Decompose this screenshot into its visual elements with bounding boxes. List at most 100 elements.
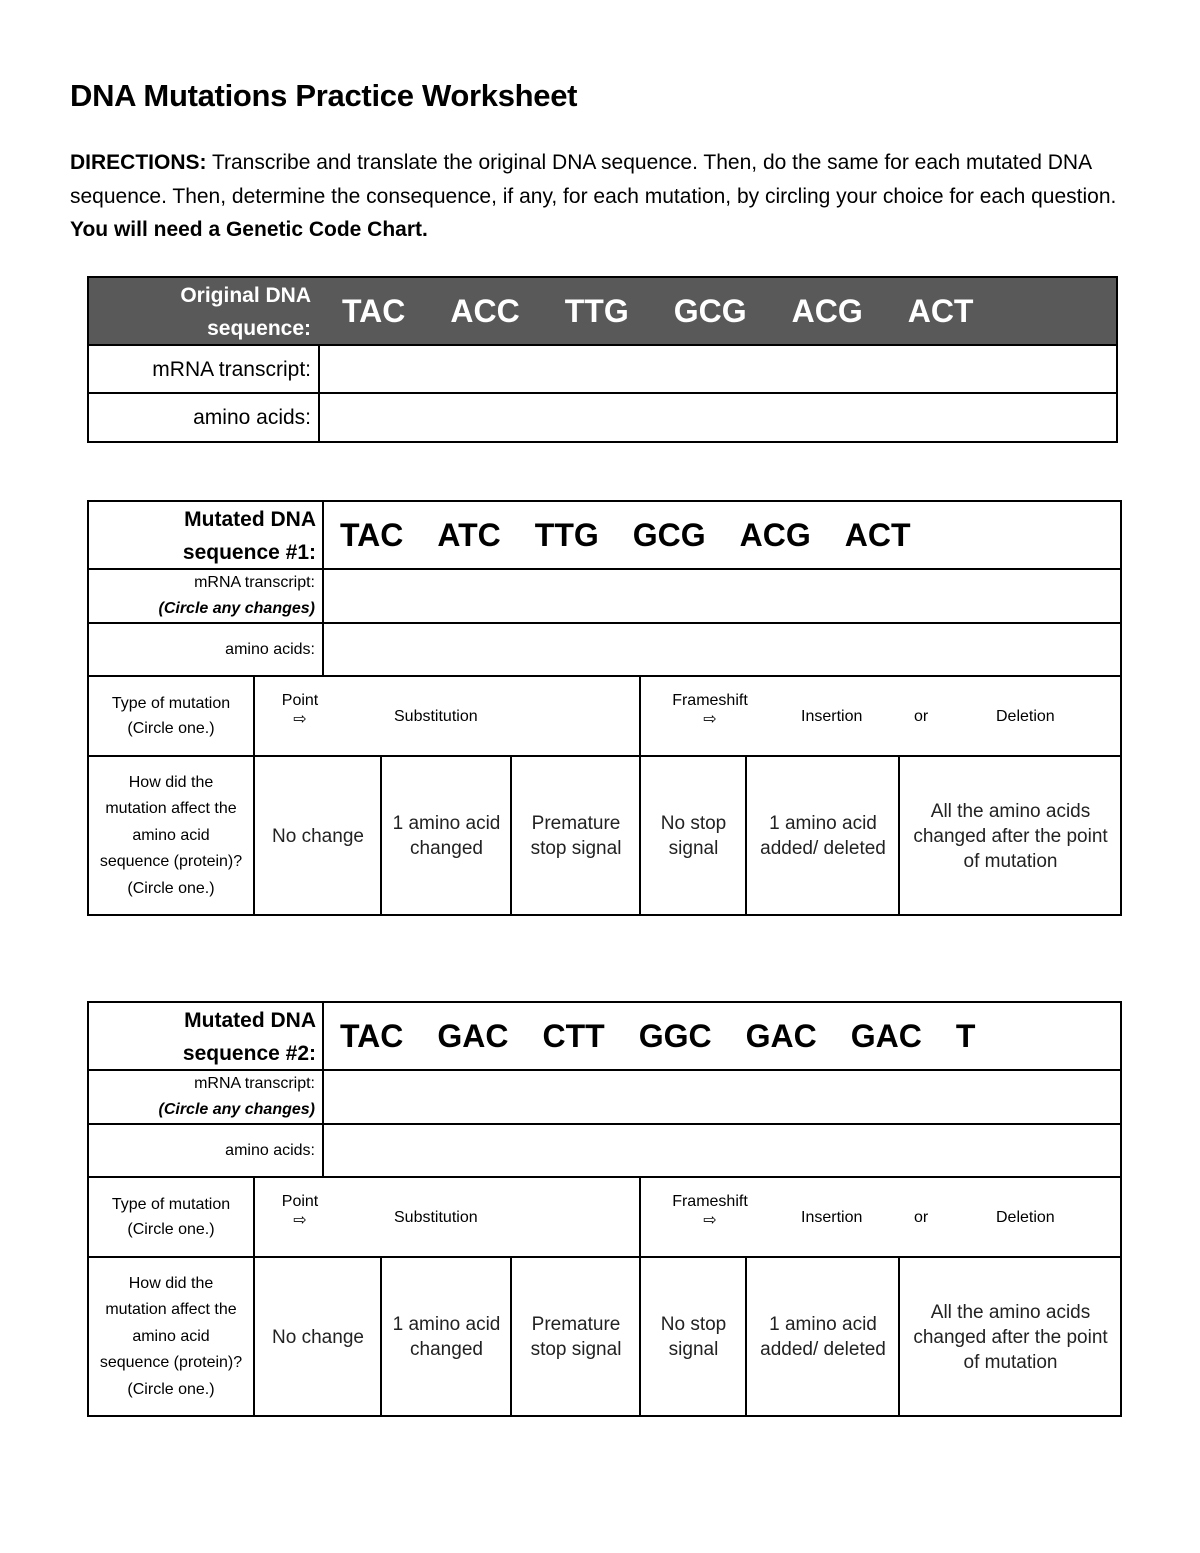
divider bbox=[87, 622, 1121, 624]
divider bbox=[380, 756, 382, 916]
codon: ACG bbox=[791, 293, 863, 329]
circle-changes-note: (Circle any changes) bbox=[158, 600, 316, 617]
divider bbox=[322, 1001, 324, 1177]
directions-label: DIRECTIONS: bbox=[70, 151, 207, 174]
effect-option[interactable]: No stop signal bbox=[660, 1314, 727, 1360]
divider bbox=[380, 1257, 382, 1417]
or-label: or bbox=[914, 1209, 929, 1226]
effect-option[interactable]: No change bbox=[272, 1326, 364, 1348]
divider bbox=[322, 500, 324, 676]
codon: ATC bbox=[437, 517, 501, 553]
mrna-answer-field[interactable] bbox=[324, 1071, 1119, 1123]
codon: TTG bbox=[534, 517, 599, 553]
type-of-mutation-label: Type of mutation (Circle one.) bbox=[111, 1196, 231, 1238]
deletion-option[interactable]: Deletion bbox=[996, 1209, 1055, 1226]
divider bbox=[318, 345, 320, 442]
effect-option[interactable]: All the amino acids changed after the po… bbox=[913, 1301, 1108, 1373]
frameshift-option[interactable]: Frameshift ⇨ bbox=[660, 690, 760, 730]
original-label: Original DNA sequence: bbox=[180, 283, 311, 340]
effect-option[interactable]: Premature stop signal bbox=[530, 1314, 622, 1360]
codon: TTG bbox=[564, 293, 629, 329]
frameshift-label: Frameshift bbox=[672, 1193, 748, 1210]
effect-option[interactable]: 1 amino acid added/ deleted bbox=[760, 813, 886, 859]
divider bbox=[639, 676, 641, 916]
divider bbox=[87, 344, 1117, 346]
divider bbox=[87, 392, 1117, 394]
effect-option[interactable]: 1 amino acid added/ deleted bbox=[760, 1314, 886, 1360]
codon: ACT bbox=[844, 517, 911, 553]
mrna-label: mRNA transcript: bbox=[194, 574, 315, 591]
codon: CTT bbox=[542, 1018, 605, 1054]
mutated-sequence: TAC ATC TTG GCG ACG ACT bbox=[340, 502, 911, 569]
codon: GAC bbox=[850, 1018, 922, 1054]
point-label: Point bbox=[281, 692, 319, 709]
arrow-right-icon: ⇨ bbox=[703, 1212, 717, 1229]
codon: GCG bbox=[632, 517, 706, 553]
divider bbox=[639, 1177, 641, 1417]
mrna-label-cell: mRNA transcript: (Circle any changes) bbox=[89, 570, 323, 622]
divider bbox=[510, 756, 512, 916]
frameshift-option[interactable]: Frameshift ⇨ bbox=[660, 1191, 760, 1231]
divider bbox=[87, 675, 1121, 677]
effect-option[interactable]: No change bbox=[272, 825, 364, 847]
mrna-answer-field[interactable] bbox=[320, 346, 1115, 392]
mrna-label: mRNA transcript: bbox=[194, 1075, 315, 1092]
frameshift-label: Frameshift bbox=[672, 692, 748, 709]
codon: TAC bbox=[342, 293, 406, 329]
effect-option[interactable]: 1 amino acid changed bbox=[392, 813, 501, 859]
effect-option[interactable]: All the amino acids changed after the po… bbox=[913, 800, 1108, 872]
directions: DIRECTIONS: Transcribe and translate the… bbox=[70, 146, 1130, 247]
substitution-option[interactable]: Substitution bbox=[394, 1209, 478, 1226]
mutated-label: Mutated DNA sequence #2: bbox=[182, 1008, 316, 1065]
codon: GGC bbox=[638, 1018, 712, 1054]
amino-acids-answer-field[interactable] bbox=[320, 394, 1115, 441]
or-label: or bbox=[914, 708, 929, 725]
mutated-sequence: TAC GAC CTT GGC GAC GAC T bbox=[340, 1003, 975, 1070]
table-border bbox=[87, 500, 1122, 916]
divider bbox=[87, 755, 1121, 757]
codon: GAC bbox=[745, 1018, 817, 1054]
amino-acids-answer-field[interactable] bbox=[324, 624, 1119, 675]
divider bbox=[87, 1123, 1121, 1125]
amino-acids-label: amino acids: bbox=[193, 406, 311, 429]
arrow-right-icon: ⇨ bbox=[293, 711, 307, 728]
directions-emphasis: You will need a Genetic Code Chart. bbox=[70, 218, 428, 241]
point-option[interactable]: Point ⇨ bbox=[270, 1191, 330, 1231]
table-border bbox=[87, 1001, 1122, 1417]
page-title: DNA Mutations Practice Worksheet bbox=[70, 78, 578, 113]
divider bbox=[87, 1069, 1121, 1071]
divider bbox=[87, 1176, 1121, 1178]
codon: ACG bbox=[739, 517, 811, 553]
deletion-option[interactable]: Deletion bbox=[996, 708, 1055, 725]
effect-option[interactable]: 1 amino acid changed bbox=[392, 1314, 501, 1360]
codon: ACC bbox=[450, 293, 520, 329]
directions-text: Transcribe and translate the original DN… bbox=[70, 151, 1117, 208]
divider bbox=[87, 1256, 1121, 1258]
mutated-label: Mutated DNA sequence #1: bbox=[182, 507, 316, 564]
divider bbox=[898, 1257, 900, 1417]
original-sequence: TAC ACC TTG GCG ACG ACT bbox=[342, 278, 973, 345]
codon: TAC bbox=[340, 1018, 404, 1054]
point-option[interactable]: Point ⇨ bbox=[270, 690, 330, 730]
divider bbox=[253, 676, 255, 916]
codon: TAC bbox=[340, 517, 404, 553]
table-border bbox=[87, 276, 1118, 443]
insertion-option[interactable]: Insertion bbox=[801, 708, 863, 725]
insertion-option[interactable]: Insertion bbox=[801, 1209, 863, 1226]
divider bbox=[253, 1177, 255, 1417]
effect-question-label: How did the mutation affect the amino ac… bbox=[99, 1274, 243, 1398]
amino-acids-label: amino acids: bbox=[225, 1141, 315, 1159]
amino-acids-label: amino acids: bbox=[225, 640, 315, 658]
divider bbox=[898, 756, 900, 916]
mrna-label: mRNA transcript: bbox=[152, 357, 311, 381]
codon: ACT bbox=[907, 293, 974, 329]
effect-question-label: How did the mutation affect the amino ac… bbox=[99, 773, 243, 897]
effect-option[interactable]: No stop signal bbox=[660, 813, 727, 859]
effect-option[interactable]: Premature stop signal bbox=[530, 813, 622, 859]
codon: T bbox=[955, 1018, 976, 1054]
mrna-answer-field[interactable] bbox=[324, 570, 1119, 622]
arrow-right-icon: ⇨ bbox=[703, 711, 717, 728]
divider bbox=[745, 1257, 747, 1417]
substitution-option[interactable]: Substitution bbox=[394, 708, 478, 725]
amino-acids-answer-field[interactable] bbox=[324, 1125, 1119, 1176]
